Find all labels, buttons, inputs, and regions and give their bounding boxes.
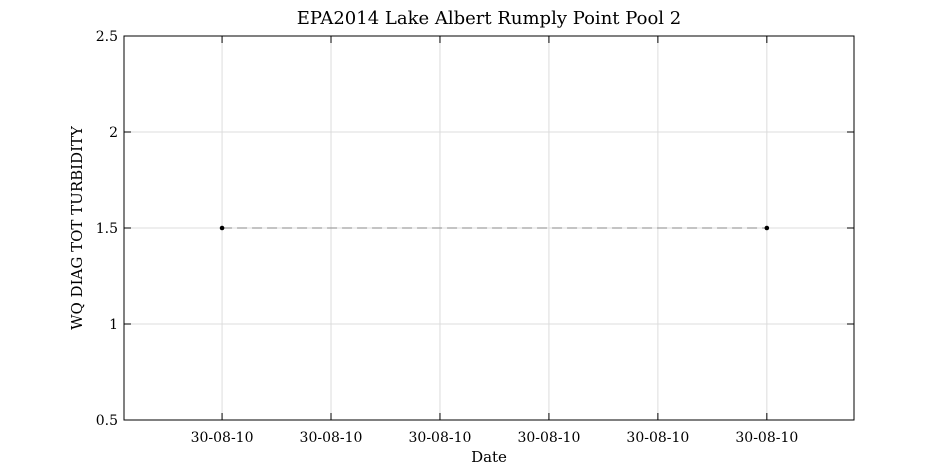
data-point [764, 225, 770, 231]
y-tick-label: 1.5 [96, 221, 118, 237]
chart-title: EPA2014 Lake Albert Rumply Point Pool 2 [297, 8, 681, 29]
y-tick-label: 1 [109, 317, 118, 333]
x-tick-label: 30-08-10 [409, 430, 472, 446]
series-layer [219, 225, 770, 231]
y-axis-label: WQ DIAG TOT TURBIDITY [68, 125, 86, 330]
x-tick-label: 30-08-10 [626, 430, 689, 446]
x-tick-label: 30-08-10 [191, 430, 254, 446]
x-axis-label: Date [471, 448, 507, 466]
x-tick-label: 30-08-10 [735, 430, 798, 446]
data-point [219, 225, 225, 231]
x-tick-label: 30-08-10 [517, 430, 580, 446]
y-tick-label: 2.5 [96, 29, 118, 45]
x-tick-labels: 30-08-10 30-08-10 30-08-10 30-08-10 30-08-10… [191, 430, 799, 446]
x-tick-label: 30-08-10 [300, 430, 363, 446]
y-tick-label: 2 [109, 125, 118, 141]
ticks [124, 35, 854, 421]
y-tick-labels: 0.5 1 1.5 2 2.5 [96, 29, 118, 429]
y-tick-label: 0.5 [96, 413, 118, 429]
